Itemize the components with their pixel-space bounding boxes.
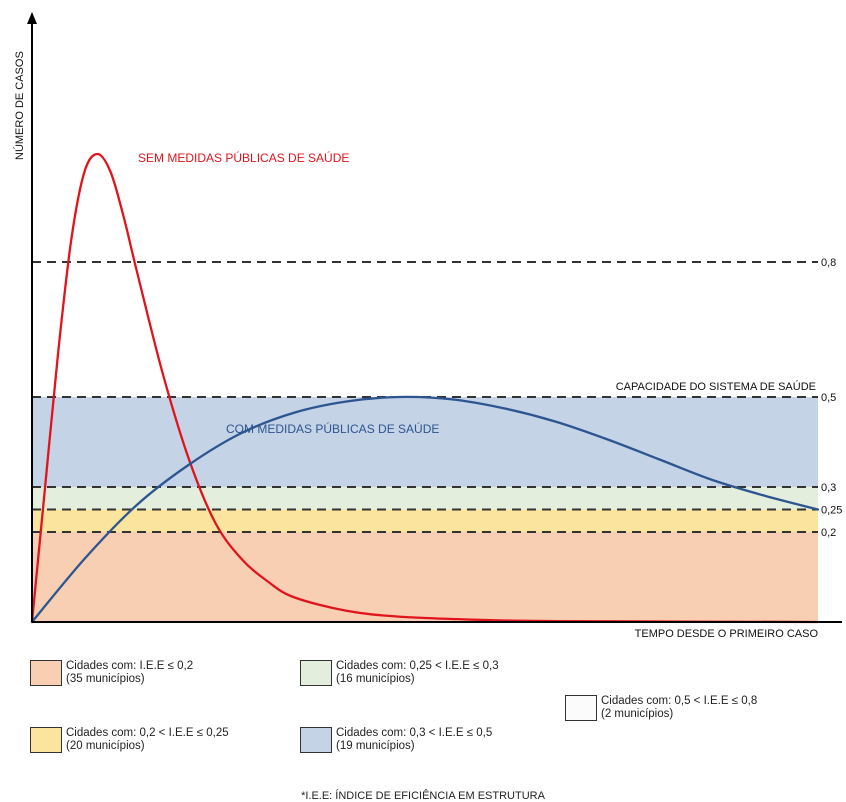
legend-swatch-4 xyxy=(30,727,62,753)
series-label-2: COM MEDIDAS PÚBLICAS DE SAÚDE xyxy=(226,421,439,436)
legend-count-2: (16 municípios) xyxy=(336,673,415,685)
legend-item-1: Cidades com: I.E.E ≤ 0,2 (35 municípios) xyxy=(30,660,193,686)
band-1 xyxy=(32,532,818,622)
legend-label-2: Cidades com: 0,25 < I.E.E ≤ 0,3 xyxy=(336,660,499,672)
threshold-label-3: 0,3 xyxy=(821,482,836,494)
series-label-1: SEM MEDIDAS PÚBLICAS DE SAÚDE xyxy=(138,150,349,165)
capacity-annotation: CAPACIDADE DO SISTEMA DE SAÚDE xyxy=(616,380,816,393)
legend-label-4: Cidades com: 0,2 < I.E.E ≤ 0,25 xyxy=(66,727,229,739)
legend-count-3: (2 municípios) xyxy=(601,708,674,720)
footnote: *I.E.E: ÍNDICE DE EFICIÊNCIA EM ESTRUTUR… xyxy=(301,790,545,802)
threshold-label-1: 0,8 xyxy=(821,257,836,269)
threshold-label-2: 0,5 xyxy=(821,392,836,404)
legend-item-3: Cidades com: 0,5 < I.E.E ≤ 0,8 (2 municí… xyxy=(565,695,757,721)
legend-label-3: Cidades com: 0,5 < I.E.E ≤ 0,8 xyxy=(601,695,758,707)
legend-swatch-5 xyxy=(300,727,332,753)
band-4 xyxy=(32,397,818,487)
band-2 xyxy=(32,509,818,532)
series-with-measures xyxy=(30,395,820,624)
threshold-label-5: 0,2 xyxy=(821,527,836,539)
series-layer xyxy=(30,152,820,624)
chart: 0,8 0,5 CAPACIDADE DO SISTEMA DE SAÚDE 0,3 0… xyxy=(13,12,842,640)
legend-swatch-3 xyxy=(565,695,597,721)
band-3 xyxy=(32,487,818,510)
legend-swatch-2 xyxy=(300,660,332,686)
bands-layer xyxy=(32,397,818,622)
legend-item-5: Cidades com: 0,3 < I.E.E ≤ 0,5 (19 munic… xyxy=(300,727,492,753)
legend-count-4: (20 municípios) xyxy=(66,740,145,752)
legend-count-5: (19 municípios) xyxy=(336,740,415,752)
x-axis-label: TEMPO DESDE O PRIMEIRO CASO xyxy=(635,628,819,640)
threshold-label-4: 0,25 xyxy=(821,505,842,517)
legend-item-4: Cidades com: 0,2 < I.E.E ≤ 0,25 (20 muni… xyxy=(30,727,229,753)
legend-label-1: Cidades com: I.E.E ≤ 0,2 xyxy=(66,660,194,672)
y-axis-label: NÚMERO DE CASOS xyxy=(13,51,26,160)
y-axis-arrow xyxy=(27,12,37,24)
series-without-measures xyxy=(30,152,820,624)
legend-item-2: Cidades com: 0,25 < I.E.E ≤ 0,3 (16 muni… xyxy=(300,660,499,686)
legend-label-5: Cidades com: 0,3 < I.E.E ≤ 0,5 xyxy=(336,727,493,739)
axes-layer: NÚMERO DE CASOS TEMPO DESDE O PRIMEIRO C… xyxy=(13,12,842,640)
labels-layer: SEM MEDIDAS PÚBLICAS DE SAÚDE COM MEDIDAS… xyxy=(138,150,439,436)
legend-swatch-1 xyxy=(30,660,62,686)
legend-count-1: (35 municípios) xyxy=(66,673,145,685)
